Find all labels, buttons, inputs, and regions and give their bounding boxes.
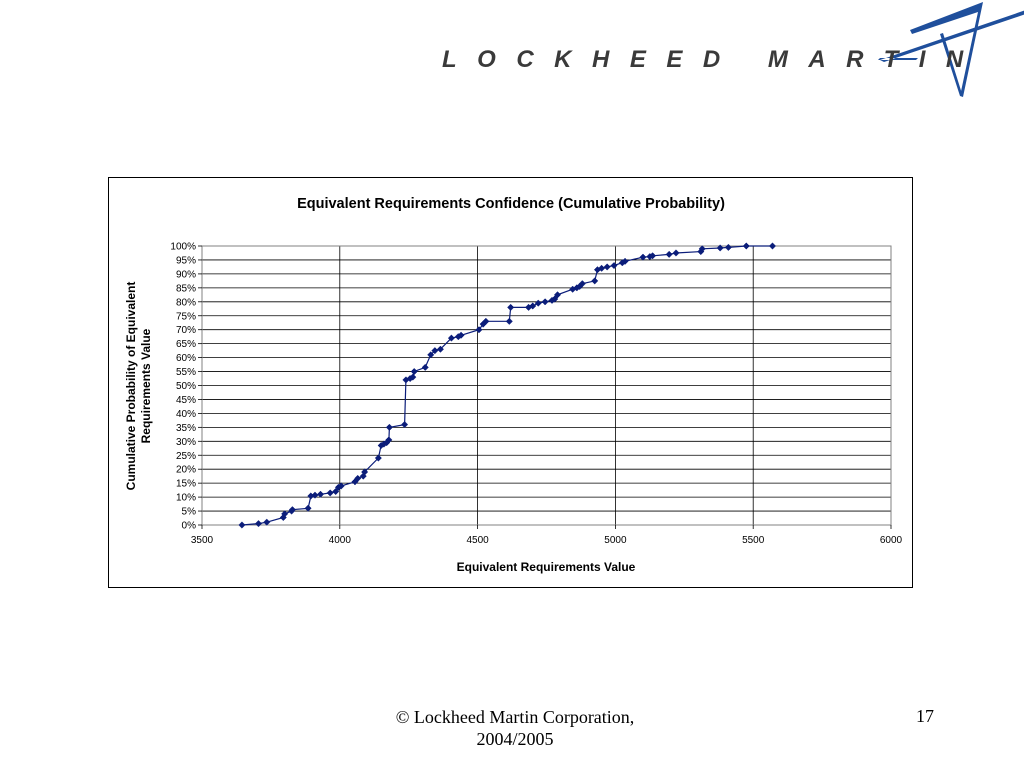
- copyright-line-2: 2004/2005: [476, 729, 554, 749]
- data-point: [326, 489, 334, 497]
- series-group: [238, 242, 777, 529]
- x-tick-label: 3500: [191, 535, 214, 546]
- data-point: [475, 326, 483, 334]
- page-number: 17: [916, 706, 934, 726]
- y-tick-label: 55%: [176, 367, 196, 378]
- x-tick-label: 4000: [329, 535, 352, 546]
- x-tick-label: 6000: [880, 535, 903, 546]
- data-point: [551, 295, 559, 303]
- lockheed-martin-logo: [878, 2, 1024, 97]
- y-tick-label: 0%: [182, 521, 197, 532]
- data-point: [507, 303, 515, 311]
- y-tick-label: 30%: [176, 437, 196, 448]
- data-point: [505, 317, 513, 325]
- y-tick-label: 40%: [176, 409, 196, 420]
- data-point: [337, 482, 345, 490]
- y-axis-label-line1: Cumulative Probability of Equivalent: [124, 282, 138, 491]
- data-point: [534, 299, 542, 307]
- data-point: [716, 244, 724, 252]
- data-point: [742, 242, 750, 250]
- y-tick-label: 85%: [176, 283, 196, 294]
- copyright-notice: © Lockheed Martin Corporation, 2004/2005: [360, 706, 670, 750]
- data-point: [665, 250, 673, 258]
- data-point: [263, 518, 271, 526]
- y-tick-label: 35%: [176, 423, 196, 434]
- data-point: [385, 436, 393, 444]
- y-tick-label: 80%: [176, 297, 196, 308]
- data-point: [332, 487, 340, 496]
- data-point: [598, 264, 606, 272]
- y-tick-label: 95%: [176, 255, 196, 266]
- data-point: [603, 263, 611, 271]
- y-tick-label: 65%: [176, 339, 196, 350]
- data-point: [354, 474, 362, 482]
- data-point: [482, 317, 490, 325]
- data-point: [427, 351, 435, 359]
- data-point: [447, 334, 455, 342]
- y-tick-label: 60%: [176, 353, 196, 364]
- data-point: [316, 490, 325, 498]
- logo-wordmark: LOCKHEED MARTIN: [442, 46, 984, 73]
- y-tick-label: 90%: [176, 269, 196, 280]
- y-tick-label: 50%: [176, 381, 196, 392]
- x-tick-label: 5000: [604, 535, 627, 546]
- y-tick-label: 20%: [176, 465, 196, 476]
- y-tick-label: 5%: [182, 507, 197, 518]
- y-tick-label: 25%: [176, 451, 196, 462]
- x-tick-label: 4500: [466, 535, 489, 546]
- x-axis: 3500 4000 4500 5000 5500 6000: [191, 525, 903, 546]
- chart-frame: Equivalent Requirements Confidence (Cumu…: [108, 177, 913, 588]
- y-tick-label: 15%: [176, 479, 196, 490]
- data-point: [541, 298, 549, 306]
- data-point: [698, 245, 706, 253]
- y-tick-label: 10%: [176, 493, 196, 504]
- data-point: [649, 252, 657, 260]
- data-point: [672, 249, 680, 257]
- data-point: [591, 277, 599, 285]
- data-point: [288, 506, 296, 514]
- y-tick-label: 70%: [176, 325, 196, 336]
- data-point: [768, 242, 777, 250]
- data-point: [431, 347, 439, 355]
- data-point: [311, 491, 319, 499]
- data-point: [724, 243, 732, 251]
- data-point: [409, 373, 417, 381]
- data-point: [578, 280, 586, 288]
- data-point: [421, 363, 429, 371]
- data-point: [639, 253, 647, 261]
- y-tick-label: 100%: [170, 242, 196, 253]
- y-axis: 0% 5% 10% 15% 20% 25% 30% 35% 40% 45% 50% 55% 60% 65%…: [170, 242, 202, 532]
- copyright-line-1: © Lockheed Martin Corporation,: [395, 707, 635, 727]
- data-point: [281, 510, 289, 518]
- data-point: [401, 421, 409, 429]
- data-point: [436, 345, 444, 353]
- data-point: [410, 367, 418, 376]
- data-point: [254, 520, 263, 528]
- data-point: [610, 261, 618, 270]
- y-axis-label-line2: Requirements Value: [139, 328, 153, 443]
- data-point: [621, 257, 629, 265]
- x-axis-label: Equivalent Requirements Value: [457, 560, 636, 574]
- data-point: [457, 331, 465, 339]
- data-point: [374, 454, 382, 462]
- data-point: [361, 468, 369, 476]
- chart: Equivalent Requirements Confidence (Cumu…: [124, 196, 903, 574]
- data-point: [529, 302, 537, 310]
- x-tick-label: 5500: [742, 535, 765, 546]
- data-point: [238, 521, 246, 529]
- y-tick-label: 75%: [176, 311, 196, 322]
- chart-grid: [202, 246, 891, 525]
- chart-title: Equivalent Requirements Confidence (Cumu…: [297, 196, 725, 212]
- data-point: [385, 423, 393, 431]
- y-tick-label: 45%: [176, 395, 196, 406]
- data-point: [304, 504, 312, 512]
- data-point: [553, 291, 562, 299]
- y-axis-label: Cumulative Probability of Equivalent Req…: [124, 282, 153, 491]
- star-logo-icon: [878, 2, 1024, 97]
